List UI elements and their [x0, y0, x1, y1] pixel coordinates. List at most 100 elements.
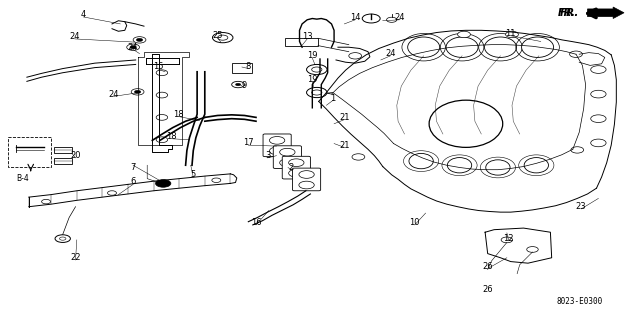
- Circle shape: [289, 169, 304, 177]
- Circle shape: [591, 90, 606, 98]
- Circle shape: [501, 237, 513, 243]
- Circle shape: [156, 70, 168, 76]
- Circle shape: [127, 44, 140, 50]
- Circle shape: [269, 137, 285, 144]
- Circle shape: [130, 46, 136, 49]
- Circle shape: [506, 31, 518, 38]
- Text: 9: 9: [242, 81, 247, 90]
- Circle shape: [307, 87, 327, 98]
- Text: 11: 11: [506, 29, 516, 38]
- Text: 24: 24: [395, 13, 405, 22]
- Circle shape: [280, 159, 295, 167]
- FancyBboxPatch shape: [8, 137, 51, 167]
- Circle shape: [571, 147, 584, 153]
- Text: 5: 5: [191, 170, 196, 179]
- Circle shape: [591, 139, 606, 147]
- Circle shape: [60, 237, 66, 240]
- Circle shape: [212, 178, 221, 182]
- Circle shape: [307, 64, 327, 75]
- Text: 14: 14: [350, 13, 360, 22]
- Circle shape: [134, 90, 141, 93]
- Text: 19: 19: [307, 75, 317, 84]
- FancyBboxPatch shape: [292, 168, 321, 191]
- Circle shape: [349, 53, 362, 59]
- Text: 20: 20: [70, 151, 81, 160]
- Circle shape: [108, 191, 116, 195]
- Text: B-4: B-4: [16, 174, 29, 182]
- Ellipse shape: [522, 37, 554, 57]
- Circle shape: [527, 247, 538, 252]
- Circle shape: [55, 235, 70, 242]
- FancyBboxPatch shape: [232, 63, 252, 73]
- Circle shape: [299, 181, 314, 189]
- Text: 8023-E0300: 8023-E0300: [556, 297, 602, 306]
- FancyBboxPatch shape: [282, 156, 310, 179]
- Circle shape: [218, 35, 228, 40]
- Text: 15: 15: [154, 63, 164, 71]
- Circle shape: [458, 31, 470, 38]
- Circle shape: [156, 92, 168, 98]
- FancyBboxPatch shape: [54, 158, 72, 164]
- Circle shape: [280, 148, 295, 156]
- Ellipse shape: [429, 100, 503, 147]
- Circle shape: [236, 83, 241, 86]
- Text: 17: 17: [243, 138, 253, 147]
- Text: 21: 21: [339, 141, 349, 150]
- Text: 24: 24: [385, 49, 396, 58]
- Text: 18: 18: [166, 132, 177, 141]
- FancyBboxPatch shape: [273, 146, 301, 168]
- Polygon shape: [588, 7, 624, 19]
- Ellipse shape: [486, 160, 510, 175]
- Text: 6: 6: [131, 177, 136, 186]
- Ellipse shape: [484, 37, 516, 57]
- Ellipse shape: [447, 158, 472, 173]
- Text: 4: 4: [81, 10, 86, 19]
- Ellipse shape: [446, 37, 478, 57]
- Circle shape: [352, 154, 365, 160]
- Text: 26: 26: [483, 285, 493, 294]
- Circle shape: [299, 171, 314, 178]
- Text: 1: 1: [330, 94, 335, 103]
- Text: 24: 24: [70, 32, 80, 41]
- Circle shape: [312, 67, 322, 72]
- Text: 21: 21: [339, 113, 349, 122]
- Circle shape: [232, 81, 244, 88]
- FancyBboxPatch shape: [263, 134, 291, 157]
- Circle shape: [289, 159, 304, 167]
- Text: 10: 10: [410, 218, 420, 227]
- Text: 23: 23: [576, 202, 586, 211]
- Circle shape: [156, 115, 168, 120]
- FancyBboxPatch shape: [285, 38, 318, 46]
- Circle shape: [387, 17, 397, 22]
- Text: 8: 8: [246, 63, 251, 71]
- Text: 19: 19: [307, 51, 317, 60]
- FancyBboxPatch shape: [54, 147, 72, 153]
- Text: 26: 26: [483, 262, 493, 271]
- Circle shape: [570, 51, 582, 57]
- Text: 25: 25: [212, 31, 223, 40]
- Ellipse shape: [408, 37, 440, 57]
- Text: 24: 24: [109, 90, 119, 99]
- Circle shape: [133, 37, 146, 43]
- Text: FR.: FR.: [560, 8, 579, 19]
- Circle shape: [131, 89, 144, 95]
- Ellipse shape: [524, 158, 548, 173]
- Circle shape: [42, 199, 51, 204]
- Text: 13: 13: [302, 32, 312, 41]
- Circle shape: [136, 38, 143, 41]
- Circle shape: [591, 115, 606, 122]
- Text: 12: 12: [504, 234, 514, 243]
- Ellipse shape: [409, 153, 433, 169]
- Circle shape: [362, 14, 380, 23]
- Text: 24: 24: [128, 43, 138, 52]
- Text: 2: 2: [289, 163, 294, 172]
- Text: 22: 22: [70, 253, 81, 262]
- Text: FR.: FR.: [558, 8, 576, 18]
- Text: 16: 16: [251, 218, 261, 227]
- Text: 18: 18: [173, 110, 183, 119]
- Circle shape: [591, 66, 606, 73]
- Text: 7: 7: [131, 163, 136, 172]
- Circle shape: [212, 33, 233, 43]
- Text: 3: 3: [265, 151, 270, 160]
- Circle shape: [312, 90, 322, 95]
